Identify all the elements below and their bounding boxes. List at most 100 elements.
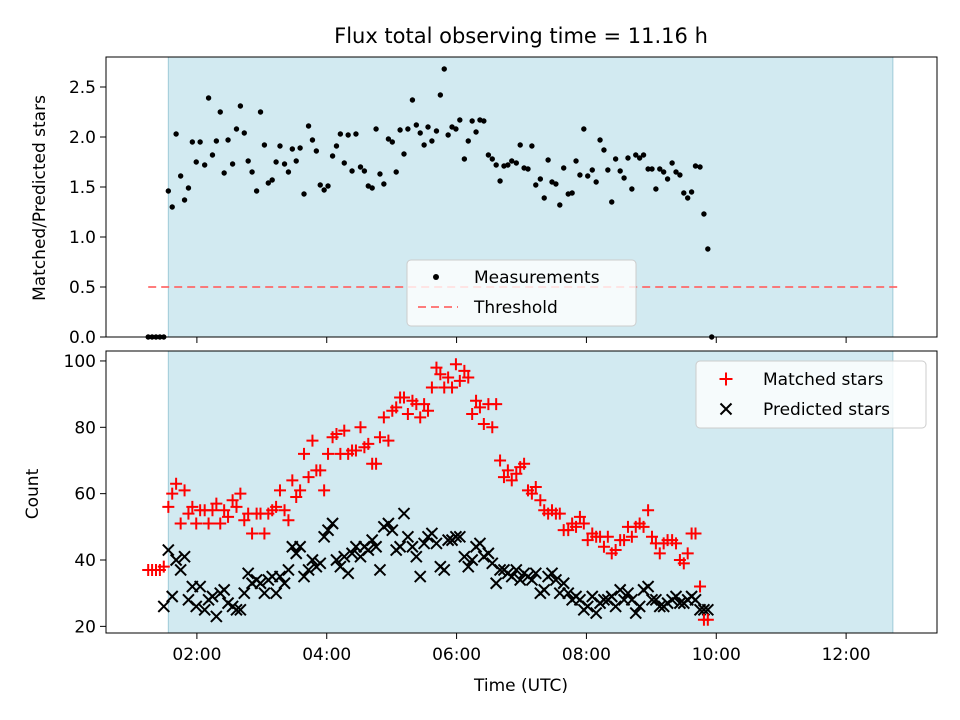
matched-star-marker <box>453 374 466 387</box>
measurement-point <box>321 187 327 193</box>
predicted-star-marker <box>369 540 383 553</box>
predicted-star-marker <box>417 537 431 550</box>
measurement-point <box>285 169 292 175</box>
predicted-star-marker <box>510 563 523 577</box>
measurement-point <box>409 97 416 103</box>
matched-star-marker <box>270 500 283 513</box>
predicted-star-marker <box>613 583 627 597</box>
matched-star-marker <box>458 364 471 377</box>
matched-star-marker <box>670 537 683 550</box>
measurement-point <box>589 167 595 173</box>
measurement-point <box>269 177 275 183</box>
matched-star-marker <box>462 371 475 384</box>
measurement-point <box>437 92 444 98</box>
measurement-point <box>612 156 619 162</box>
measurement-point <box>289 146 296 152</box>
measurement-point <box>417 130 423 136</box>
legend-label-predicted: Predicted stars <box>763 400 890 420</box>
matched-star-marker <box>397 391 410 404</box>
measurement-point <box>173 131 179 137</box>
measurement-point <box>213 138 220 144</box>
predicted-star-marker <box>697 603 711 616</box>
predicted-star-marker <box>641 580 655 593</box>
matched-star-marker <box>258 527 271 540</box>
measurement-point <box>681 190 687 196</box>
matched-star-marker <box>470 394 483 407</box>
predicted-star-marker <box>430 537 443 550</box>
predicted-star-marker <box>234 603 247 616</box>
predicted-star-marker <box>241 567 255 580</box>
measurement-point <box>377 171 383 177</box>
measurement-points <box>145 66 715 340</box>
matched-star-marker <box>609 544 622 557</box>
predicted-star-marker <box>306 553 319 567</box>
measurement-point <box>405 126 411 132</box>
matched-star-marker <box>570 520 583 533</box>
predicted-star-marker <box>273 570 287 583</box>
matched-star-marker <box>434 368 447 381</box>
matched-stars-points <box>142 358 714 626</box>
measurement-point <box>664 176 671 182</box>
predicted-star-marker <box>362 543 375 557</box>
predicted-star-marker <box>217 583 231 597</box>
measurement-point <box>293 158 299 164</box>
matched-star-marker <box>354 421 367 434</box>
measurement-point <box>485 152 492 158</box>
measurement-point <box>640 152 647 158</box>
measurement-point <box>337 131 344 137</box>
matched-star-marker <box>370 457 383 470</box>
matched-star-marker <box>573 510 586 523</box>
matched-star-marker <box>505 474 518 487</box>
predicted-star-marker <box>414 570 427 583</box>
predicted-star-marker <box>505 570 518 583</box>
top-y-tick-label: 1.5 <box>69 178 96 198</box>
predicted-star-marker <box>278 577 291 590</box>
matched-star-marker <box>294 484 307 497</box>
matched-star-marker <box>645 530 658 543</box>
measurement-point <box>393 169 399 175</box>
measurement-point <box>177 173 184 179</box>
predicted-star-marker <box>621 586 635 600</box>
bottom-x-tick-label: 12:00 <box>822 645 871 665</box>
matched-star-marker <box>373 431 386 444</box>
predicted-star-marker <box>462 560 475 573</box>
measurement-point <box>305 123 312 129</box>
matched-star-marker <box>501 464 514 477</box>
matched-star-marker <box>222 510 235 523</box>
legend-label-measurements: Measurements <box>474 268 600 288</box>
measurement-point <box>413 122 420 128</box>
bottom-x-tick-label: 08:00 <box>562 645 611 665</box>
matched-star-marker <box>322 447 335 460</box>
measurement-point <box>653 186 659 192</box>
measurement-point <box>189 139 196 145</box>
measurement-point <box>688 189 695 195</box>
measurement-point <box>505 162 511 168</box>
bottom-axes-frame <box>105 350 938 634</box>
matched-star-marker <box>190 517 203 530</box>
matched-star-marker <box>681 547 694 560</box>
measurement-point <box>577 172 583 178</box>
measurement-point <box>385 136 392 142</box>
matched-star-marker <box>425 381 438 394</box>
measurement-point <box>645 166 651 172</box>
matched-star-marker <box>330 427 343 440</box>
predicted-star-marker <box>269 586 283 600</box>
predicted-star-marker <box>425 527 439 540</box>
measurement-point <box>621 175 627 181</box>
matched-star-marker <box>390 401 403 414</box>
legend-label-threshold: Threshold <box>473 298 558 318</box>
measurement-point <box>629 186 635 192</box>
matched-star-marker <box>302 471 315 484</box>
matched-star-marker <box>701 613 714 626</box>
bottom-x-tick-label: 04:00 <box>302 645 351 665</box>
top-y-axis: 0.0 0.5 1.0 1.5 2.0 2.5 <box>69 78 106 348</box>
matched-star-marker <box>418 398 431 411</box>
measurement-point <box>457 117 463 123</box>
predicted-star-marker <box>529 567 542 580</box>
measurement-point <box>601 147 607 153</box>
predicted-star-marker <box>549 573 563 587</box>
measurement-point <box>349 168 355 174</box>
matched-star-marker <box>529 481 542 494</box>
top-x-ticks <box>196 337 847 343</box>
matched-star-marker <box>362 437 375 450</box>
